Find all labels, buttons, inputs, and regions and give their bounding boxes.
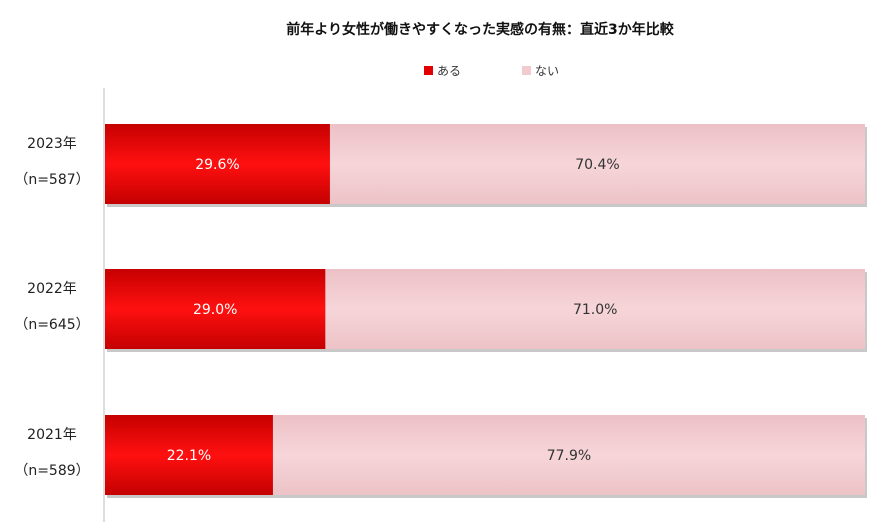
data-label: 70.4% <box>575 157 619 173</box>
data-label: 29.6% <box>195 157 239 173</box>
legend-swatch-aru <box>424 66 433 75</box>
category-label-n: （n=587） <box>14 172 89 188</box>
category-label-n: （n=645） <box>14 317 89 333</box>
bars: 29.6% 70.4% 29.0% 71.0% 22.1% 77.9% <box>105 124 868 498</box>
bar-segment-aru <box>105 124 330 204</box>
chart-title: 前年より女性が働きやすくなった実感の有無：直近3か年比較 <box>286 21 674 38</box>
bar-segment-nai <box>325 269 865 349</box>
legend-swatch-nai <box>522 66 531 75</box>
data-label: 71.0% <box>573 302 617 318</box>
data-label: 77.9% <box>547 448 591 464</box>
category-label-n: （n=589） <box>14 463 89 479</box>
legend: ある ない <box>424 64 559 78</box>
data-label: 29.0% <box>193 302 237 318</box>
data-label: 22.1% <box>167 448 211 464</box>
category-labels: 2023年 （n=587） 2022年 （n=645） 2021年 （n=589） <box>14 136 89 479</box>
bar-segment-aru <box>105 415 273 495</box>
legend-label-nai: ない <box>535 64 559 78</box>
category-label-year: 2023年 <box>27 136 77 152</box>
category-label-year: 2022年 <box>27 281 77 297</box>
bar-segment-nai <box>329 124 866 204</box>
category-label-year: 2021年 <box>27 427 77 443</box>
bar-segment-nai <box>272 415 866 495</box>
bar-segment-aru <box>105 269 326 349</box>
legend-label-aru: ある <box>437 64 461 78</box>
